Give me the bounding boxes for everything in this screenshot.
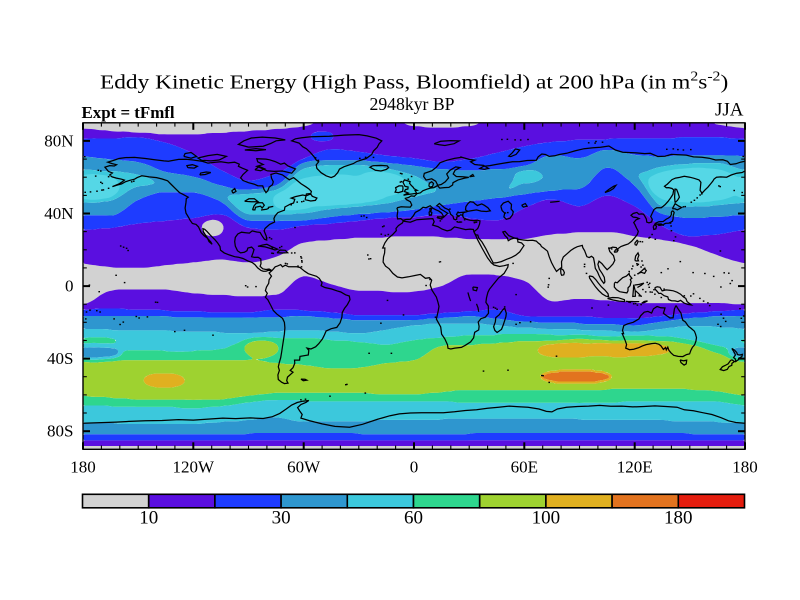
svg-text:180: 180 bbox=[664, 508, 693, 529]
svg-text:80S: 80S bbox=[47, 422, 73, 441]
svg-text:60E: 60E bbox=[511, 458, 538, 477]
svg-text:180: 180 bbox=[732, 458, 758, 477]
svg-text:100: 100 bbox=[532, 508, 561, 529]
svg-text:0: 0 bbox=[65, 277, 74, 296]
svg-text:JJA: JJA bbox=[715, 100, 744, 121]
svg-text:2948kyr BP: 2948kyr BP bbox=[369, 94, 454, 114]
svg-text:180: 180 bbox=[70, 458, 96, 477]
svg-text:40S: 40S bbox=[47, 349, 73, 368]
svg-text:120E: 120E bbox=[617, 458, 653, 477]
svg-text:30: 30 bbox=[272, 508, 291, 529]
svg-text:Expt = tFmfl: Expt = tFmfl bbox=[82, 103, 175, 122]
svg-text:Eddy Kinetic Energy (High Pass: Eddy Kinetic Energy (High Pass, Bloomfie… bbox=[100, 69, 728, 93]
svg-text:40N: 40N bbox=[44, 204, 73, 223]
svg-text:80N: 80N bbox=[44, 131, 73, 150]
svg-text:60: 60 bbox=[404, 508, 423, 529]
svg-text:120W: 120W bbox=[173, 458, 216, 477]
svg-text:0: 0 bbox=[410, 458, 419, 477]
svg-text:60W: 60W bbox=[287, 458, 321, 477]
svg-text:10: 10 bbox=[139, 508, 158, 529]
